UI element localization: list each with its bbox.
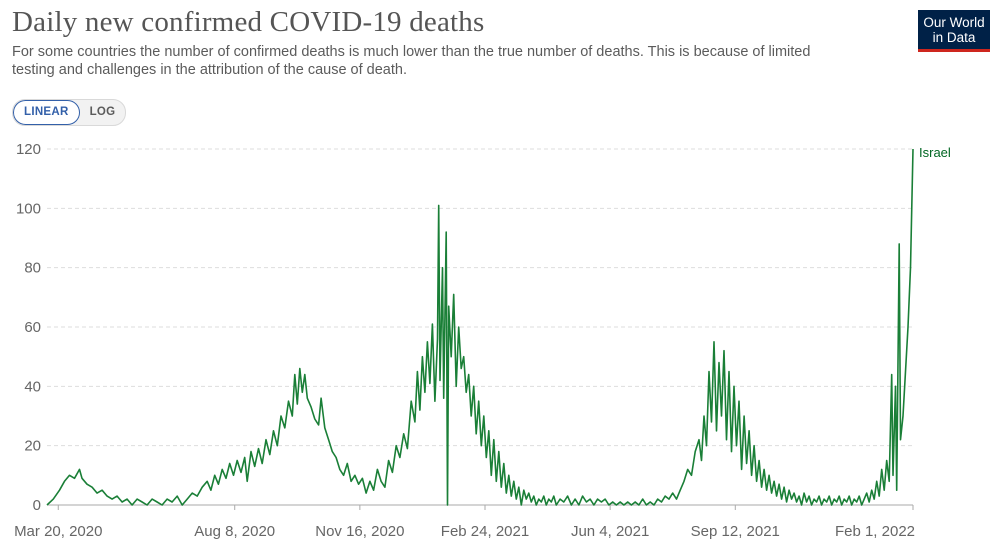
x-tick-label: Aug 8, 2020	[194, 523, 275, 540]
y-tick-label: 120	[16, 141, 41, 158]
log-scale-button[interactable]: LOG	[89, 106, 116, 118]
chart-title: Daily new confirmed COVID-19 deaths	[12, 6, 485, 38]
x-tick-label: Jun 4, 2021	[571, 523, 649, 540]
y-tick-label: 40	[24, 378, 41, 395]
series-line-israel[interactable]	[46, 148, 914, 506]
y-axis: 0 20 40 60 80 100 120	[16, 141, 41, 514]
logo-line-2: in Data	[932, 30, 976, 45]
y-tick-label: 80	[24, 260, 41, 277]
y-tick-label: 20	[24, 438, 41, 455]
x-tick-label: Feb 24, 2021	[441, 523, 529, 540]
x-tick-label: Nov 16, 2020	[315, 523, 404, 540]
y-tick-label: 60	[24, 319, 41, 336]
x-axis: Mar 20, 2020 Aug 8, 2020 Nov 16, 2020 Feb 2…	[14, 505, 915, 540]
linear-scale-button[interactable]: LINEAR	[13, 100, 80, 125]
chart-subtitle: For some countries the number of confirm…	[12, 44, 811, 78]
series-layer: Israel	[46, 145, 951, 506]
scale-toggle: LINEAR LOG	[12, 99, 127, 126]
gridlines	[47, 148, 913, 506]
x-tick-label: Feb 1, 2022	[835, 523, 915, 540]
y-tick-label: 0	[33, 497, 41, 514]
series-label-israel[interactable]: Israel	[919, 145, 951, 160]
logo-line-1: Our World	[923, 15, 985, 30]
owid-logo[interactable]: Our World in Data	[918, 10, 990, 52]
x-tick-label: Sep 12, 2021	[691, 523, 780, 540]
x-tick-label: Mar 20, 2020	[14, 523, 102, 540]
y-tick-label: 100	[16, 200, 41, 217]
